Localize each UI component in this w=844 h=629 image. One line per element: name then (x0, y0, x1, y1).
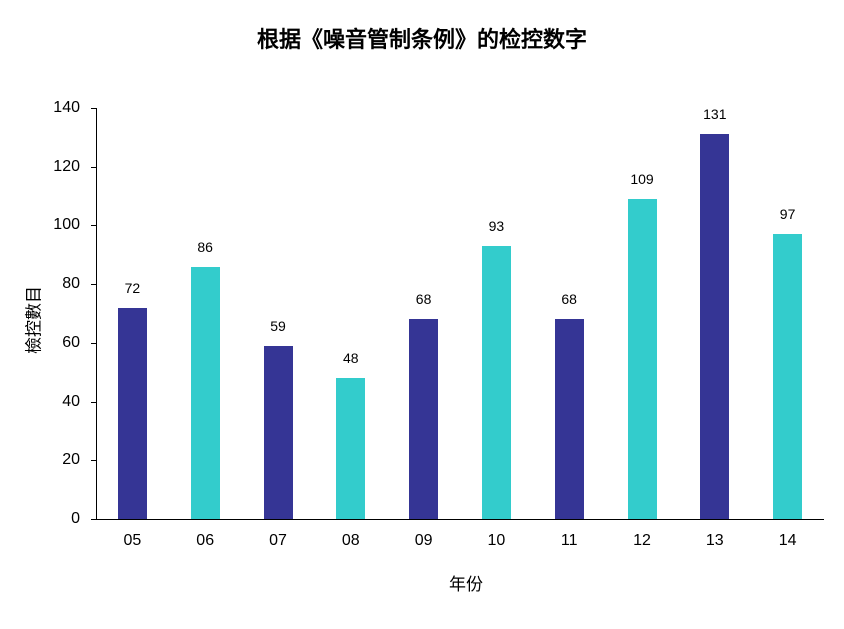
bar-05 (117, 307, 147, 519)
x-tick-label: 10 (487, 532, 506, 549)
x-tick-label: 06 (196, 532, 215, 549)
bar-value-label: 68 (415, 291, 432, 308)
x-tick-label: 09 (414, 532, 433, 549)
x-tick-label: 14 (778, 532, 797, 549)
y-tick (91, 342, 97, 344)
bar-06 (190, 266, 220, 519)
x-tick-label: 13 (705, 532, 724, 549)
bar-value-label: 97 (779, 206, 796, 223)
y-tick (91, 225, 97, 227)
y-tick (91, 401, 97, 403)
y-tick-label: 120 (53, 157, 80, 175)
y-tick-label: 60 (62, 333, 80, 351)
bar-07 (263, 345, 293, 519)
y-tick-label: 40 (62, 392, 80, 410)
bar-value-label: 131 (703, 106, 727, 123)
bar-value-label: 86 (197, 238, 213, 255)
bar-value-label: 68 (561, 291, 577, 308)
y-tick-label: 20 (62, 451, 80, 469)
bar-value-label: 93 (488, 217, 505, 234)
bar-14 (773, 234, 803, 519)
x-tick-label: 12 (633, 532, 651, 549)
y-axis-line (96, 108, 97, 520)
y-tick-label: 140 (53, 99, 80, 116)
y-tick (91, 284, 97, 286)
x-tick-label: 05 (123, 532, 142, 549)
bar-13 (700, 134, 730, 519)
bar-11 (554, 319, 584, 519)
bar-value-label: 59 (270, 317, 286, 334)
x-axis-line (96, 519, 824, 520)
y-tick-label: 100 (53, 216, 80, 234)
bar-09 (409, 319, 439, 519)
x-tick-label: 11 (560, 532, 578, 549)
y-tick-label: 80 (62, 275, 80, 293)
y-axis-label: 檢控數目 (24, 286, 45, 354)
bar-value-label: 48 (343, 350, 359, 367)
bar-10 (481, 245, 511, 519)
y-tick (91, 166, 97, 168)
bar-value-label: 72 (124, 279, 141, 296)
y-tick-label: 0 (71, 510, 80, 527)
y-tick (91, 519, 97, 520)
bar-08 (336, 378, 366, 519)
x-tick-label: 07 (269, 532, 287, 549)
bar-12 (627, 199, 657, 519)
y-tick (91, 460, 97, 462)
bar-value-label: 109 (630, 171, 654, 187)
chart-title: 根据《噪音管制条例》的检控数字 (256, 28, 587, 53)
y-tick (91, 108, 97, 109)
x-axis-label: 年份 (449, 575, 483, 595)
x-tick-label: 08 (341, 532, 360, 549)
